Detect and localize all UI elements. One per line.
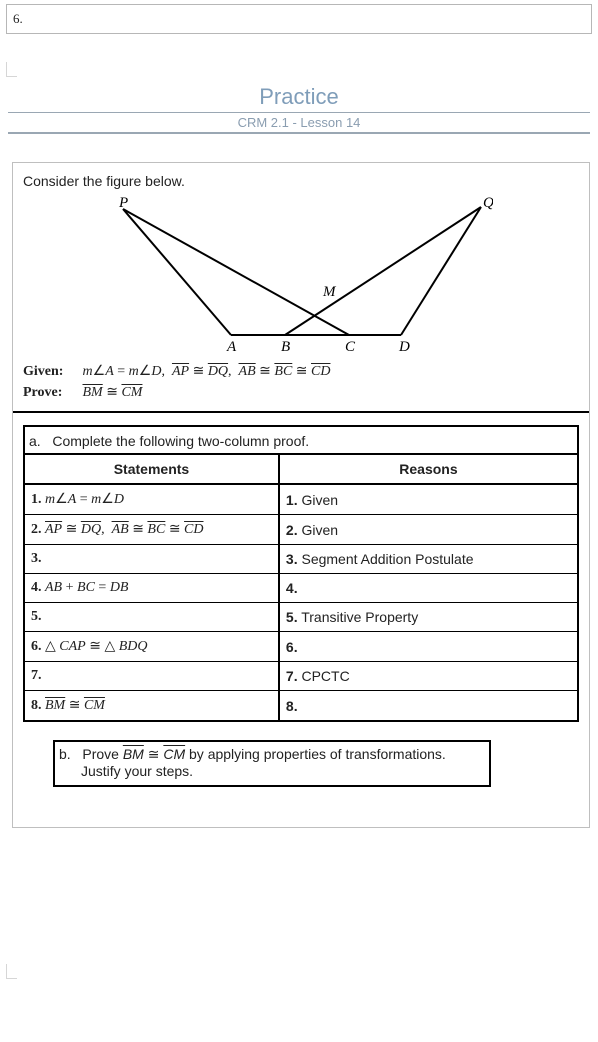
page-header: Practice CRM 2.1 - Lesson 14 bbox=[0, 84, 598, 134]
proof-row: 3. 3. Segment Addition Postulate bbox=[25, 545, 577, 574]
statement-cell: 2. AP ≅ DQ, AB ≅ BC ≅ CD bbox=[25, 515, 279, 545]
reason-cell: 2. Given bbox=[279, 515, 577, 545]
proof-table: Statements Reasons 1. m∠A = m∠D1. Given2… bbox=[25, 453, 577, 720]
proof-row: 7. 7. CPCTC bbox=[25, 662, 577, 691]
problem-number: 6. bbox=[13, 11, 23, 27]
svg-text:P: P bbox=[118, 195, 128, 211]
decorative-tab bbox=[6, 964, 17, 979]
given-text: m∠A = m∠D, AP ≅ DQ, AB ≅ BC ≅ CD bbox=[83, 364, 331, 379]
intro-text: Consider the figure below. bbox=[23, 173, 579, 189]
page-subtitle: CRM 2.1 - Lesson 14 bbox=[8, 113, 590, 134]
reason-cell: 6. bbox=[279, 632, 577, 662]
prove-label: Prove: bbox=[23, 385, 79, 401]
reason-cell: 8. bbox=[279, 691, 577, 721]
statement-cell: 5. bbox=[25, 603, 279, 632]
prove-text: BM ≅ CM bbox=[83, 385, 143, 400]
proof-row: 4. AB + BC = DB4. bbox=[25, 574, 577, 603]
problem-number-box: 6. bbox=[6, 4, 592, 34]
part-b-text: Prove BM ≅ CM by applying properties of … bbox=[81, 746, 446, 779]
statement-cell: 8. BM ≅ CM bbox=[25, 691, 279, 721]
reason-cell: 4. bbox=[279, 574, 577, 603]
reason-cell: 3. Segment Addition Postulate bbox=[279, 545, 577, 574]
reason-cell: 5. Transitive Property bbox=[279, 603, 577, 632]
svg-text:C: C bbox=[345, 339, 356, 355]
reason-cell: 7. CPCTC bbox=[279, 662, 577, 691]
svg-text:B: B bbox=[281, 339, 290, 355]
proof-row: 8. BM ≅ CM8. bbox=[25, 691, 577, 721]
svg-text:D: D bbox=[398, 339, 410, 355]
decorative-tab bbox=[6, 62, 17, 77]
statements-header: Statements bbox=[25, 454, 279, 484]
proof-box: a. Complete the following two-column pro… bbox=[23, 425, 579, 722]
proof-row: 2. AP ≅ DQ, AB ≅ BC ≅ CD2. Given bbox=[25, 515, 577, 545]
svg-text:A: A bbox=[226, 339, 237, 355]
statement-cell: 1. m∠A = m∠D bbox=[25, 484, 279, 515]
geometry-figure: P Q M A B C D bbox=[109, 195, 493, 355]
divider-rule bbox=[13, 411, 589, 413]
statement-cell: 3. bbox=[25, 545, 279, 574]
proof-row: 5. 5. Transitive Property bbox=[25, 603, 577, 632]
problem-container: Consider the figure below. P Q M A B C D Given… bbox=[12, 162, 590, 828]
part-b-letter: b. bbox=[59, 746, 71, 762]
part-a-text: Complete the following two-column proof. bbox=[52, 433, 309, 449]
prove-line: Prove: BM ≅ CM bbox=[23, 384, 579, 401]
statement-cell: 6. △ CAP ≅ △ BDQ bbox=[25, 632, 279, 662]
part-b-box: b. Prove BM ≅ CM by applying properties … bbox=[53, 740, 491, 787]
proof-row: 6. △ CAP ≅ △ BDQ6. bbox=[25, 632, 577, 662]
part-a-instruction: a. Complete the following two-column pro… bbox=[25, 427, 577, 453]
statement-cell: 7. bbox=[25, 662, 279, 691]
svg-text:M: M bbox=[322, 284, 337, 300]
page-title: Practice bbox=[8, 84, 590, 113]
reason-cell: 1. Given bbox=[279, 484, 577, 515]
statement-cell: 4. AB + BC = DB bbox=[25, 574, 279, 603]
part-a-letter: a. bbox=[29, 433, 41, 449]
given-label: Given: bbox=[23, 364, 79, 380]
svg-text:Q: Q bbox=[483, 195, 493, 211]
given-line: Given: m∠A = m∠D, AP ≅ DQ, AB ≅ BC ≅ CD bbox=[23, 363, 579, 380]
proof-row: 1. m∠A = m∠D1. Given bbox=[25, 484, 577, 515]
reasons-header: Reasons bbox=[279, 454, 577, 484]
